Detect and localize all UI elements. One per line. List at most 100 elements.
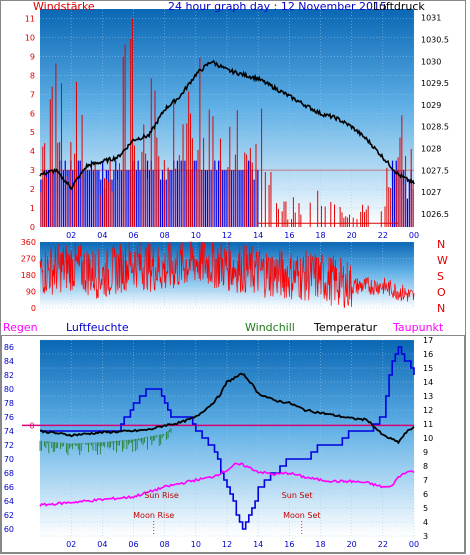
gust-bar bbox=[406, 198, 409, 227]
humidity-tick-label: 84 bbox=[4, 357, 14, 366]
pressure-tick-label: 1027.5 bbox=[421, 166, 449, 175]
gust-bar bbox=[214, 160, 216, 227]
gust-bar bbox=[184, 160, 186, 227]
gust-bar bbox=[137, 160, 139, 227]
temp-tick-label: 9 bbox=[423, 448, 428, 457]
legend-luftfeuchte: Luftfeuchte bbox=[66, 321, 129, 334]
temp-time-tick-label: 06 bbox=[128, 540, 138, 549]
gust-bar bbox=[126, 170, 128, 227]
time-tick-label: 06 bbox=[128, 231, 138, 240]
time-tick-label: 02 bbox=[66, 231, 76, 240]
gust-bar bbox=[102, 160, 104, 227]
temp-tick-label: 13 bbox=[423, 392, 433, 401]
gust-bar bbox=[128, 170, 130, 227]
gust-bar bbox=[210, 170, 212, 227]
temp-tick-label: 14 bbox=[423, 378, 433, 387]
temp-tick-label: 8 bbox=[423, 462, 428, 471]
humidity-tick-label: 70 bbox=[4, 455, 14, 464]
gust-bar bbox=[115, 160, 117, 227]
temp-time-tick-label: 00 bbox=[409, 540, 419, 549]
gust-bar bbox=[217, 160, 220, 227]
lower-frame bbox=[1, 335, 465, 553]
humidity-tick-label: 80 bbox=[4, 385, 14, 394]
gust-bar bbox=[85, 170, 87, 227]
gust-bar bbox=[223, 170, 225, 227]
pressure-axis-title: Luftdruck bbox=[373, 0, 425, 13]
humidity-tick-label: 72 bbox=[4, 441, 14, 450]
temp-tick-label: 15 bbox=[423, 364, 433, 373]
annotation-label: Sun Rise bbox=[144, 491, 179, 500]
legend-regen: Regen bbox=[3, 321, 38, 334]
gust-bar bbox=[169, 170, 171, 227]
temp-tick-label: 12 bbox=[423, 406, 433, 415]
pressure-tick-label: 1029 bbox=[421, 101, 441, 110]
gust-bar bbox=[148, 170, 150, 227]
gust-bar bbox=[257, 170, 259, 227]
gust-bar bbox=[165, 179, 167, 227]
humidity-tick-label: 60 bbox=[4, 525, 14, 534]
wind-axis-title: Windstärke bbox=[33, 0, 95, 13]
grid-lines bbox=[22, 9, 415, 537]
gust-bar bbox=[216, 170, 218, 227]
compass-letter: N bbox=[437, 238, 445, 251]
gust-bar bbox=[90, 160, 93, 227]
pressure-tick-label: 1028 bbox=[421, 145, 441, 154]
temp-time-tick-label: 18 bbox=[315, 540, 325, 549]
gust-bar bbox=[238, 170, 240, 227]
temp-tick-label: 3 bbox=[423, 532, 428, 541]
wind-tick-label: 4 bbox=[30, 147, 35, 156]
legend-taupunkt: Taupunkt bbox=[392, 321, 444, 334]
time-tick-label: 18 bbox=[315, 231, 325, 240]
humidity-tick-label: 62 bbox=[4, 511, 14, 520]
humidity-tick-label: 86 bbox=[4, 343, 14, 352]
zero-label: 0 bbox=[29, 421, 34, 430]
time-tick-label: 12 bbox=[222, 231, 232, 240]
wind-tick-label: 9 bbox=[30, 52, 35, 61]
humidity-tick-label: 82 bbox=[4, 371, 14, 380]
gust-bar bbox=[180, 160, 182, 227]
compass-letter: N bbox=[437, 302, 445, 315]
gust-bar bbox=[171, 170, 173, 227]
humidity-series bbox=[40, 346, 415, 530]
wind-tick-label: 5 bbox=[30, 128, 35, 137]
pressure-line bbox=[39, 59, 415, 191]
direction-tick-label: 270 bbox=[21, 255, 36, 264]
gust-bar bbox=[152, 170, 154, 227]
gust-bar bbox=[87, 170, 89, 227]
gust-bar bbox=[135, 170, 137, 227]
compass-letter: W bbox=[437, 254, 448, 267]
gust-bar bbox=[79, 160, 81, 227]
pressure-tick-label: 1027 bbox=[421, 188, 441, 197]
gust-bar bbox=[92, 170, 94, 227]
compass-letter: O bbox=[437, 286, 446, 299]
temp-time-tick-label: 20 bbox=[347, 540, 357, 549]
humidity-tick-label: 74 bbox=[4, 427, 14, 436]
direction-tick-label: 360 bbox=[21, 238, 36, 247]
axis-labels: 012345678910111026.510271027.510281028.5… bbox=[4, 14, 449, 549]
direction-tick-label: 0 bbox=[31, 304, 36, 313]
gust-bar bbox=[393, 170, 395, 227]
gust-bar bbox=[96, 170, 98, 227]
humidity-tick-label: 68 bbox=[4, 469, 14, 478]
temp-time-tick-label: 14 bbox=[253, 540, 263, 549]
dewpoint-series bbox=[39, 462, 415, 507]
pressure-tick-label: 1031 bbox=[421, 14, 441, 23]
temperature-lines bbox=[39, 346, 415, 530]
pressure-tick-label: 1028.5 bbox=[421, 123, 449, 132]
annotation-label: Sun Set bbox=[282, 491, 313, 500]
time-tick-label: 00 bbox=[409, 231, 419, 240]
gust-bar bbox=[253, 179, 255, 227]
gust-bar bbox=[176, 160, 179, 227]
gust-bar bbox=[113, 170, 115, 227]
gust-bar bbox=[193, 160, 195, 227]
gust-bar bbox=[77, 160, 79, 227]
temp-tick-label: 7 bbox=[423, 476, 428, 485]
direction-series bbox=[39, 241, 415, 309]
gust-bar bbox=[247, 160, 250, 227]
humidity-tick-label: 78 bbox=[4, 399, 14, 408]
temp-time-tick-label: 16 bbox=[284, 540, 294, 549]
humidity-tick-label: 76 bbox=[4, 413, 14, 422]
temp-time-tick-label: 02 bbox=[66, 540, 76, 549]
temp-time-tick-label: 08 bbox=[160, 540, 170, 549]
